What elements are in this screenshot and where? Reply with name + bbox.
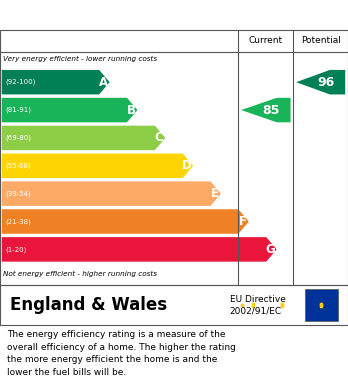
Text: England & Wales: England & Wales <box>10 296 168 314</box>
Polygon shape <box>2 98 137 122</box>
Text: EU Directive
2002/91/EC: EU Directive 2002/91/EC <box>230 294 286 316</box>
Text: E: E <box>211 187 219 200</box>
Text: B: B <box>127 104 136 117</box>
FancyBboxPatch shape <box>304 289 338 321</box>
Text: A: A <box>99 76 108 89</box>
Text: (55-68): (55-68) <box>5 163 31 169</box>
Text: 85: 85 <box>262 104 280 117</box>
Text: D: D <box>182 159 192 172</box>
Polygon shape <box>2 181 221 206</box>
Text: F: F <box>239 215 246 228</box>
Polygon shape <box>241 98 291 122</box>
Polygon shape <box>2 126 165 150</box>
Text: Current: Current <box>249 36 283 45</box>
Text: C: C <box>155 131 164 144</box>
Text: Not energy efficient - higher running costs: Not energy efficient - higher running co… <box>3 271 158 276</box>
Text: Very energy efficient - lower running costs: Very energy efficient - lower running co… <box>3 56 158 63</box>
Polygon shape <box>2 209 249 234</box>
Text: 96: 96 <box>317 76 334 89</box>
Polygon shape <box>2 237 277 262</box>
Polygon shape <box>2 154 193 178</box>
Polygon shape <box>2 70 110 95</box>
Text: (92-100): (92-100) <box>5 79 35 86</box>
Text: (39-54): (39-54) <box>5 190 31 197</box>
Text: The energy efficiency rating is a measure of the
overall efficiency of a home. T: The energy efficiency rating is a measur… <box>7 330 236 377</box>
Text: Energy Efficiency Rating: Energy Efficiency Rating <box>10 7 220 23</box>
Polygon shape <box>296 70 345 95</box>
Text: (1-20): (1-20) <box>5 246 26 253</box>
Text: (81-91): (81-91) <box>5 107 31 113</box>
Text: (69-80): (69-80) <box>5 135 31 141</box>
Text: (21-38): (21-38) <box>5 218 31 225</box>
Text: G: G <box>266 243 275 256</box>
Text: Potential: Potential <box>301 36 341 45</box>
